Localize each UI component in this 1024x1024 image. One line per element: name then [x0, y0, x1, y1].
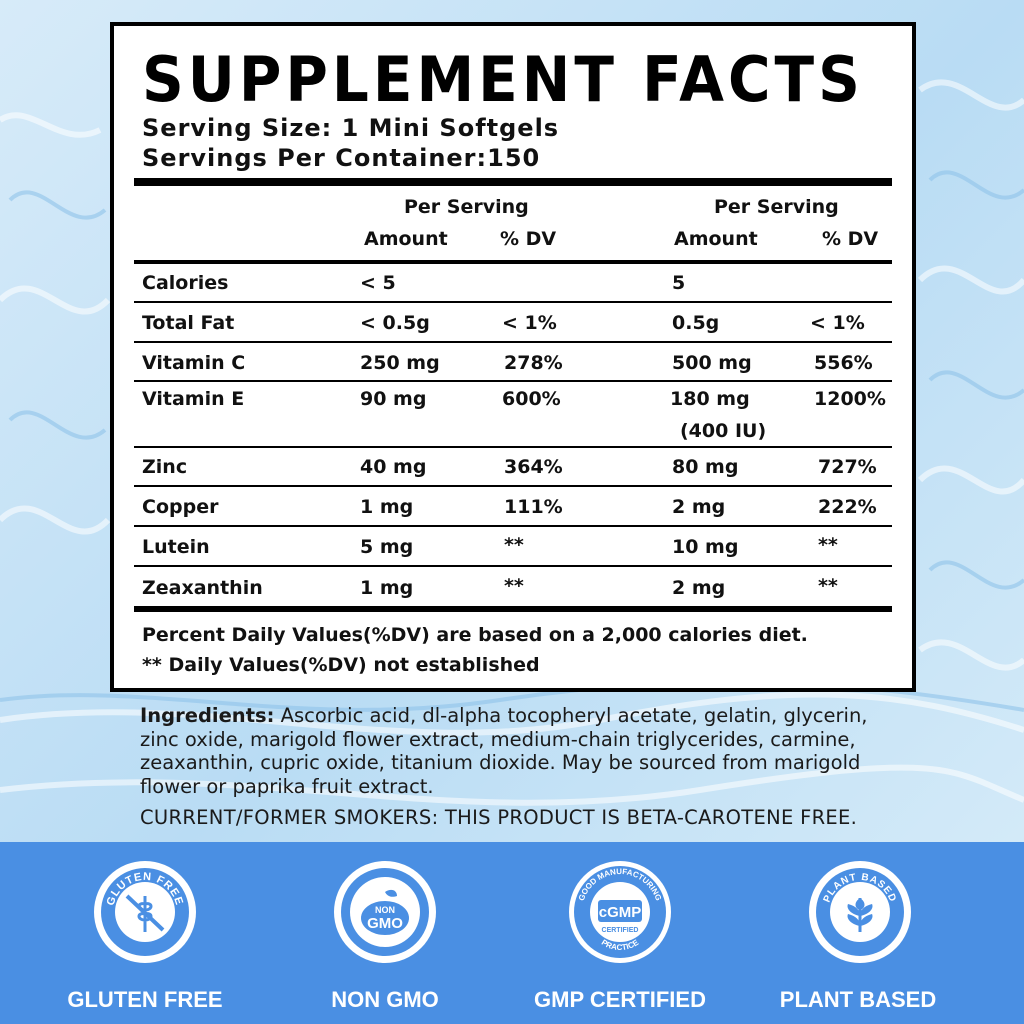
row-vitamin-c-amt1: 250 mg [360, 352, 440, 374]
footnote-dv-not-established: ** Daily Values(%DV) not established [142, 654, 540, 676]
row-total-fat-amt1: < 0.5g [360, 312, 430, 334]
servings-per-container: Servings Per Container:150 [142, 144, 541, 172]
panel-title: SUPPLEMENT FACTS [142, 42, 864, 117]
ingredients-text: Ingredients: Ascorbic acid, dl-alpha toc… [140, 704, 900, 798]
row-vitamin-e-amt2-iu: (400 IU) [680, 420, 767, 442]
plant-based-icon: PLANT BASED [809, 861, 911, 963]
divider-header [134, 260, 892, 264]
row-divider [134, 525, 892, 527]
row-zinc-amt1: 40 mg [360, 456, 427, 478]
gluten-free-icon: GLUTEN FREE [94, 861, 196, 963]
row-calories-amt1: < 5 [360, 272, 396, 294]
row-copper-dv2: 222% [818, 496, 877, 518]
row-vitamin-c-amt2: 500 mg [672, 352, 752, 374]
row-calories-amt2: 5 [672, 272, 686, 294]
plant-based-label: PLANT BASED [779, 987, 937, 1012]
header-dv-2: % DV [822, 228, 879, 250]
row-vitamin-c-name: Vitamin C [142, 352, 246, 374]
row-zeaxanthin-amt1: 1 mg [360, 577, 414, 599]
row-total-fat-dv1: < 1% [502, 312, 557, 334]
row-lutein-dv2: ** [818, 534, 838, 556]
row-divider [134, 301, 892, 303]
header-per-serving-2: Per Serving [714, 196, 839, 218]
row-lutein-dv1: ** [504, 534, 524, 556]
row-total-fat-amt2: 0.5g [672, 312, 720, 334]
divider-thick-top [134, 178, 892, 186]
supplement-facts-panel: SUPPLEMENT FACTS Serving Size: 1 Mini So… [110, 22, 916, 692]
row-zeaxanthin-dv1: ** [504, 575, 524, 597]
ingredients-list: Ascorbic acid, dl-alpha tocopheryl aceta… [140, 704, 868, 798]
row-zeaxanthin-dv2: ** [818, 575, 838, 597]
non-gmo-icon: NON GMO [334, 861, 436, 963]
header-amount-2: Amount [674, 228, 758, 250]
row-zinc-dv2: 727% [818, 456, 877, 478]
row-lutein-amt1: 5 mg [360, 536, 414, 558]
smokers-note: CURRENT/FORMER SMOKERS: THIS PRODUCT IS … [140, 806, 858, 829]
svg-text:cGMP: cGMP [599, 904, 642, 921]
row-zinc-dv1: 364% [504, 456, 563, 478]
footnote-percent-dv: Percent Daily Values(%DV) are based on a… [142, 624, 808, 646]
row-zeaxanthin-amt2: 2 mg [672, 577, 726, 599]
serving-size: Serving Size: 1 Mini Softgels [142, 114, 560, 142]
row-divider [134, 380, 892, 382]
row-copper-amt2: 2 mg [672, 496, 726, 518]
row-zeaxanthin-name: Zeaxanthin [142, 577, 263, 599]
row-divider [134, 446, 892, 448]
row-zinc-name: Zinc [142, 456, 188, 478]
svg-text:GMO: GMO [367, 915, 403, 932]
ingredients-label: Ingredients: [140, 704, 275, 727]
row-total-fat-dv2: < 1% [810, 312, 865, 334]
svg-text:NON: NON [375, 905, 395, 915]
row-vitamin-c-dv1: 278% [504, 352, 563, 374]
row-divider [134, 341, 892, 343]
gluten-free-label: GLUTEN FREE [67, 987, 223, 1012]
svg-text:PRACTICE: PRACTICE [600, 937, 641, 952]
non-gmo-label: NON GMO [331, 987, 439, 1012]
row-copper-dv1: 111% [504, 496, 563, 518]
gmp-certified-icon: GOOD MANUFACTURING PRACTICE cGMP CERTIFI… [569, 861, 671, 963]
header-amount-1: Amount [364, 228, 448, 250]
row-vitamin-e-amt1: 90 mg [360, 388, 427, 410]
row-divider [134, 485, 892, 487]
row-vitamin-e-name: Vitamin E [142, 388, 245, 410]
row-calories-name: Calories [142, 272, 229, 294]
row-vitamin-e-dv2: 1200% [814, 388, 886, 410]
divider-thick-bottom [134, 606, 892, 612]
row-vitamin-e-dv1: 600% [502, 388, 561, 410]
row-divider [134, 565, 892, 567]
row-copper-amt1: 1 mg [360, 496, 414, 518]
row-copper-name: Copper [142, 496, 219, 518]
gmp-certified-label: GMP CERTIFIED [534, 987, 706, 1012]
row-lutein-amt2: 10 mg [672, 536, 739, 558]
row-vitamin-c-dv2: 556% [814, 352, 873, 374]
svg-text:CERTIFIED: CERTIFIED [602, 927, 639, 934]
row-zinc-amt2: 80 mg [672, 456, 739, 478]
header-dv-1: % DV [500, 228, 557, 250]
row-total-fat-name: Total Fat [142, 312, 235, 334]
header-per-serving-1: Per Serving [404, 196, 529, 218]
row-lutein-name: Lutein [142, 536, 210, 558]
row-vitamin-e-amt2: 180 mg [670, 388, 750, 410]
